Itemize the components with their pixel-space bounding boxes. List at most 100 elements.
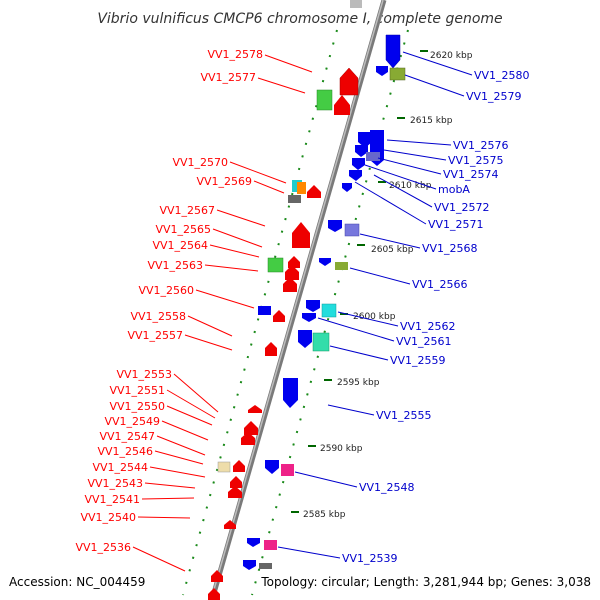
gene-label-left[interactable]: VV1_2544 (92, 461, 148, 474)
gene-arrow[interactable] (224, 520, 236, 529)
gene-label-right[interactable]: VV1_2572 (434, 201, 490, 214)
chromosome-backbone-highlight (210, 0, 384, 600)
gene-arrow[interactable] (230, 476, 242, 488)
gene-arrow[interactable] (328, 220, 342, 232)
gene-label-left[interactable]: VV1_2565 (155, 223, 211, 236)
gene-arrow[interactable] (243, 560, 256, 570)
gene-arrow[interactable] (285, 265, 299, 280)
gene-arrow[interactable] (376, 66, 388, 76)
gene-label-right[interactable]: VV1_2539 (342, 552, 398, 565)
gene-arrow[interactable] (288, 256, 300, 268)
gene-arrow[interactable] (283, 378, 298, 408)
gene-block[interactable] (344, 223, 360, 237)
gene-arrow[interactable] (319, 258, 331, 266)
gene-label-left[interactable]: VV1_2540 (80, 511, 136, 524)
gene-block[interactable] (335, 262, 348, 270)
right-connectors (277, 51, 473, 559)
gene-label-right[interactable]: VV1_2580 (474, 69, 530, 82)
gene-label-left[interactable]: VV1_2577 (200, 71, 256, 84)
gene-block[interactable] (267, 257, 284, 273)
gene-label-left[interactable]: VV1_2536 (75, 541, 131, 554)
gene-arrow[interactable] (355, 145, 368, 157)
gene-label-left[interactable]: VV1_2563 (147, 259, 203, 272)
gene-label-right[interactable]: VV1_2561 (396, 335, 452, 348)
gene-label-left[interactable]: VV1_2558 (130, 310, 186, 323)
gene-arrow[interactable] (349, 170, 362, 181)
gene-label-left[interactable]: VV1_2578 (207, 48, 263, 61)
gene-arrow[interactable] (208, 588, 220, 600)
gene-label-left[interactable]: VV1_2564 (152, 239, 208, 252)
gene-label-right[interactable]: VV1_2574 (443, 168, 499, 181)
gene-arrow[interactable] (247, 538, 260, 547)
gene-block[interactable] (297, 182, 306, 194)
map-title: Vibrio vulnificus CMCP6 chromosome I, co… (97, 11, 502, 27)
gene-block[interactable] (389, 67, 406, 81)
gene-arrow[interactable] (211, 570, 223, 582)
gene-label-left[interactable]: VV1_2546 (97, 445, 153, 458)
gene-arrow[interactable] (248, 405, 262, 413)
gene-arrow[interactable] (228, 486, 242, 498)
gene-block[interactable] (288, 195, 301, 203)
gene-label-left[interactable]: VV1_2569 (196, 175, 252, 188)
gene-label-right[interactable]: VV1_2575 (448, 154, 504, 167)
gene-label-right[interactable]: VV1_2562 (400, 320, 456, 333)
gene-arrow[interactable] (273, 310, 285, 322)
gene-arrow[interactable] (307, 185, 321, 198)
gene-label-left[interactable]: VV1_2551 (109, 384, 165, 397)
gene-arrow[interactable] (292, 222, 310, 248)
gene-arrow[interactable] (358, 132, 372, 148)
gene-label-right[interactable]: VV1_2576 (453, 139, 509, 152)
gene-label-right[interactable]: VV1_2579 (466, 90, 522, 103)
gene-arrow[interactable] (302, 313, 316, 322)
gene-arrow[interactable] (339, 67, 359, 96)
gene-arrow[interactable] (342, 183, 352, 192)
gene-arrow[interactable] (233, 460, 245, 472)
kbp-label: 2610 kbp (389, 181, 432, 191)
gene-label-right[interactable]: VV1_2566 (412, 278, 468, 291)
gene-label-right[interactable]: VV1_2548 (359, 481, 415, 494)
gene-label-right[interactable]: VV1_2559 (390, 354, 446, 367)
gene-block[interactable] (281, 464, 294, 476)
gene-arrow[interactable] (334, 95, 350, 115)
gene-arrow[interactable] (352, 158, 365, 170)
gene-arrow[interactable] (385, 34, 401, 69)
gene-label-left[interactable]: VV1_2553 (116, 368, 172, 381)
gene-block[interactable] (217, 461, 231, 473)
gene-label-left[interactable]: VV1_2543 (87, 477, 143, 490)
gene-arrow[interactable] (265, 460, 279, 474)
gene-label-left[interactable]: VV1_2560 (138, 284, 194, 297)
reverse-genes (243, 34, 406, 570)
gene-block[interactable] (312, 332, 330, 352)
chromosome-backbone (209, 0, 387, 600)
gene-label-left[interactable]: VV1_2549 (104, 415, 160, 428)
gene-arrow[interactable] (244, 421, 258, 435)
gene-arrow[interactable] (298, 330, 312, 348)
gene-arrow[interactable] (241, 432, 255, 445)
gene-arrow[interactable] (306, 300, 320, 312)
kbp-label: 2595 kbp (337, 378, 380, 388)
gene-block[interactable] (259, 563, 272, 569)
gene-label-left[interactable]: VV1_2550 (109, 400, 165, 413)
gene-block[interactable] (366, 152, 380, 161)
gene-label-left[interactable]: VV1_2567 (159, 204, 215, 217)
gene-arrow[interactable] (265, 342, 277, 356)
gene-block[interactable] (350, 0, 362, 8)
gene-block[interactable] (316, 89, 333, 111)
gene-label-left[interactable]: VV1_2541 (84, 493, 140, 506)
gene-label-right[interactable]: VV1_2571 (428, 218, 484, 231)
gene-label-right[interactable]: mobA (438, 183, 470, 196)
gene-label-left[interactable]: VV1_2547 (99, 430, 155, 443)
gene-block[interactable] (264, 540, 277, 550)
kbp-label: 2605 kbp (371, 245, 414, 255)
kbp-label: 2590 kbp (320, 444, 363, 454)
gene-label-right[interactable]: VV1_2555 (376, 409, 432, 422)
gene-block[interactable] (321, 303, 337, 318)
kbp-ticks (291, 50, 428, 513)
gene-label-left[interactable]: VV1_2557 (127, 329, 183, 342)
gene-label-right[interactable]: VV1_2568 (422, 242, 478, 255)
gene-label-left[interactable]: VV1_2570 (172, 156, 228, 169)
gene-block[interactable] (258, 306, 271, 315)
gene-arrow[interactable] (283, 277, 297, 292)
